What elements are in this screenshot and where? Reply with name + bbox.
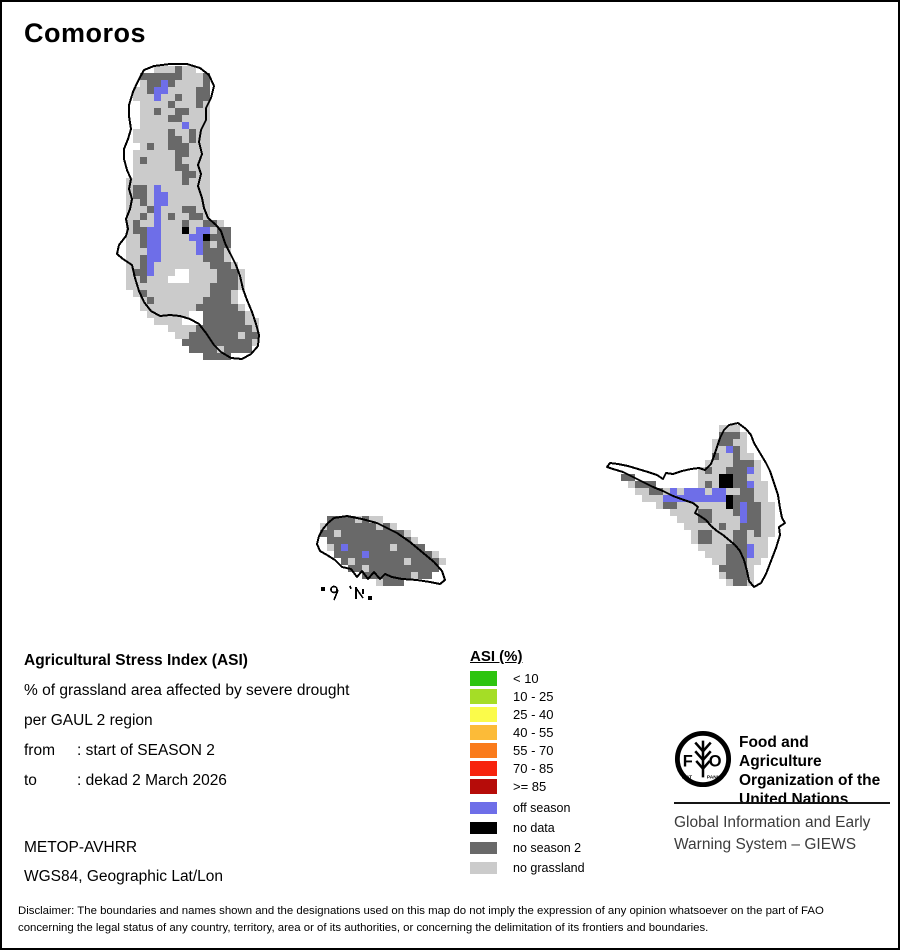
legend-item: >= 85 bbox=[470, 779, 585, 794]
anjouan-pixels bbox=[621, 425, 775, 586]
legend-item: < 10 bbox=[470, 671, 585, 686]
sensor-label: METOP-AVHRR bbox=[24, 839, 138, 856]
legend-swatch bbox=[470, 842, 497, 854]
legend-item: 70 - 85 bbox=[470, 761, 585, 776]
legend-swatch bbox=[470, 761, 497, 776]
wheat-ear-icon bbox=[694, 740, 712, 778]
legend-swatch bbox=[470, 779, 497, 794]
legend-label: no grassland bbox=[513, 861, 585, 875]
text-line: Organization of the bbox=[739, 772, 881, 789]
fao-logo-letter-f: F bbox=[683, 753, 693, 771]
fao-logo-icon: F O FIAT PANIS bbox=[674, 730, 732, 788]
asi-heading: Agricultural Stress Index (ASI) bbox=[24, 652, 248, 669]
text-line: Disclaimer: The boundaries and names sho… bbox=[18, 905, 824, 917]
islet-mark bbox=[321, 587, 325, 591]
disclaimer-text: Disclaimer: The boundaries and names sho… bbox=[18, 903, 890, 936]
period-to: to : dekad 2 March 2026 bbox=[24, 772, 349, 802]
grande-comore-outline bbox=[116, 63, 260, 360]
legend-title: ASI (%) bbox=[470, 648, 523, 665]
legend-swatch bbox=[470, 671, 497, 686]
period-from: from : start of SEASON 2 bbox=[24, 742, 349, 772]
legend-label: 25 - 40 bbox=[513, 707, 554, 722]
islet-mark bbox=[355, 587, 364, 599]
text-line: Warning System – GIEWS bbox=[674, 836, 857, 853]
text-line: United Nations bbox=[739, 791, 849, 808]
legend-item: 40 - 55 bbox=[470, 725, 585, 740]
islet-mark bbox=[349, 585, 352, 590]
legend-swatch bbox=[470, 862, 497, 874]
legend-label: no season 2 bbox=[513, 841, 582, 855]
islet-mark bbox=[330, 585, 338, 594]
legend-swatch bbox=[470, 822, 497, 834]
legend-label: no data bbox=[513, 821, 555, 835]
info-block: Agricultural Stress Index (ASI) % of gra… bbox=[24, 652, 349, 802]
giews-label: Global Information and Early Warning Syst… bbox=[674, 812, 870, 856]
asi-region-line: per GAUL 2 region bbox=[24, 712, 153, 729]
legend-item: off season bbox=[470, 801, 585, 815]
moheli-pixels bbox=[320, 516, 446, 586]
legend-label: off season bbox=[513, 801, 571, 815]
legend-swatch bbox=[470, 725, 497, 740]
legend-item: 25 - 40 bbox=[470, 707, 585, 722]
text-line: Food and Agriculture bbox=[739, 734, 822, 770]
page-title: Comoros bbox=[24, 18, 147, 48]
islet-mark bbox=[368, 596, 372, 600]
legend-label: 55 - 70 bbox=[513, 743, 554, 758]
legend-label: 70 - 85 bbox=[513, 761, 554, 776]
fao-logo-letter-o: O bbox=[709, 753, 722, 771]
moheli-outline bbox=[316, 515, 446, 585]
legend-label: 10 - 25 bbox=[513, 689, 554, 704]
legend-item: no data bbox=[470, 821, 585, 835]
grande-comore-pixels bbox=[126, 66, 259, 360]
legend-item: no season 2 bbox=[470, 841, 585, 855]
legend-label: >= 85 bbox=[513, 779, 547, 794]
fao-motto-right: PANIS bbox=[707, 774, 722, 780]
text-line: concerning the legal status of any count… bbox=[18, 921, 709, 934]
fao-block: F O FIAT PANIS Food and Agriculture Organ… bbox=[674, 728, 890, 858]
asi-description: % of grassland area affected by severe d… bbox=[24, 682, 350, 699]
to-value: : dekad 2 March 2026 bbox=[77, 772, 227, 789]
legend-label: 40 - 55 bbox=[513, 725, 554, 740]
anjouan-outline bbox=[606, 422, 786, 588]
legend-item: no grassland bbox=[470, 861, 585, 875]
fao-separator bbox=[674, 802, 890, 804]
legend: ASI (%) < 10 10 - 25 25 - 40 40 - 55 55 - 70… bbox=[470, 648, 585, 881]
legend-extras: off season no data no season 2 no grassland bbox=[470, 801, 585, 875]
from-label: from bbox=[24, 742, 55, 759]
projection-label: WGS84, Geographic Lat/Lon bbox=[24, 868, 224, 885]
text-line: Global Information and Early bbox=[674, 814, 871, 831]
legend-item: 10 - 25 bbox=[470, 689, 585, 704]
to-label: to bbox=[24, 772, 37, 789]
legend-swatch bbox=[470, 743, 497, 758]
fao-org-name: Food and Agriculture Organization of the U… bbox=[739, 733, 890, 809]
legend-label: < 10 bbox=[513, 671, 539, 686]
legend-classes: < 10 10 - 25 25 - 40 40 - 55 55 - 70 70 - 85 >… bbox=[470, 671, 585, 794]
from-value: : start of SEASON 2 bbox=[77, 742, 215, 759]
legend-swatch bbox=[470, 802, 497, 814]
legend-swatch bbox=[470, 707, 497, 722]
islet-mark bbox=[333, 589, 339, 601]
legend-item: 55 - 70 bbox=[470, 743, 585, 758]
fao-motto-left: FIAT bbox=[682, 774, 692, 780]
legend-swatch bbox=[470, 689, 497, 704]
